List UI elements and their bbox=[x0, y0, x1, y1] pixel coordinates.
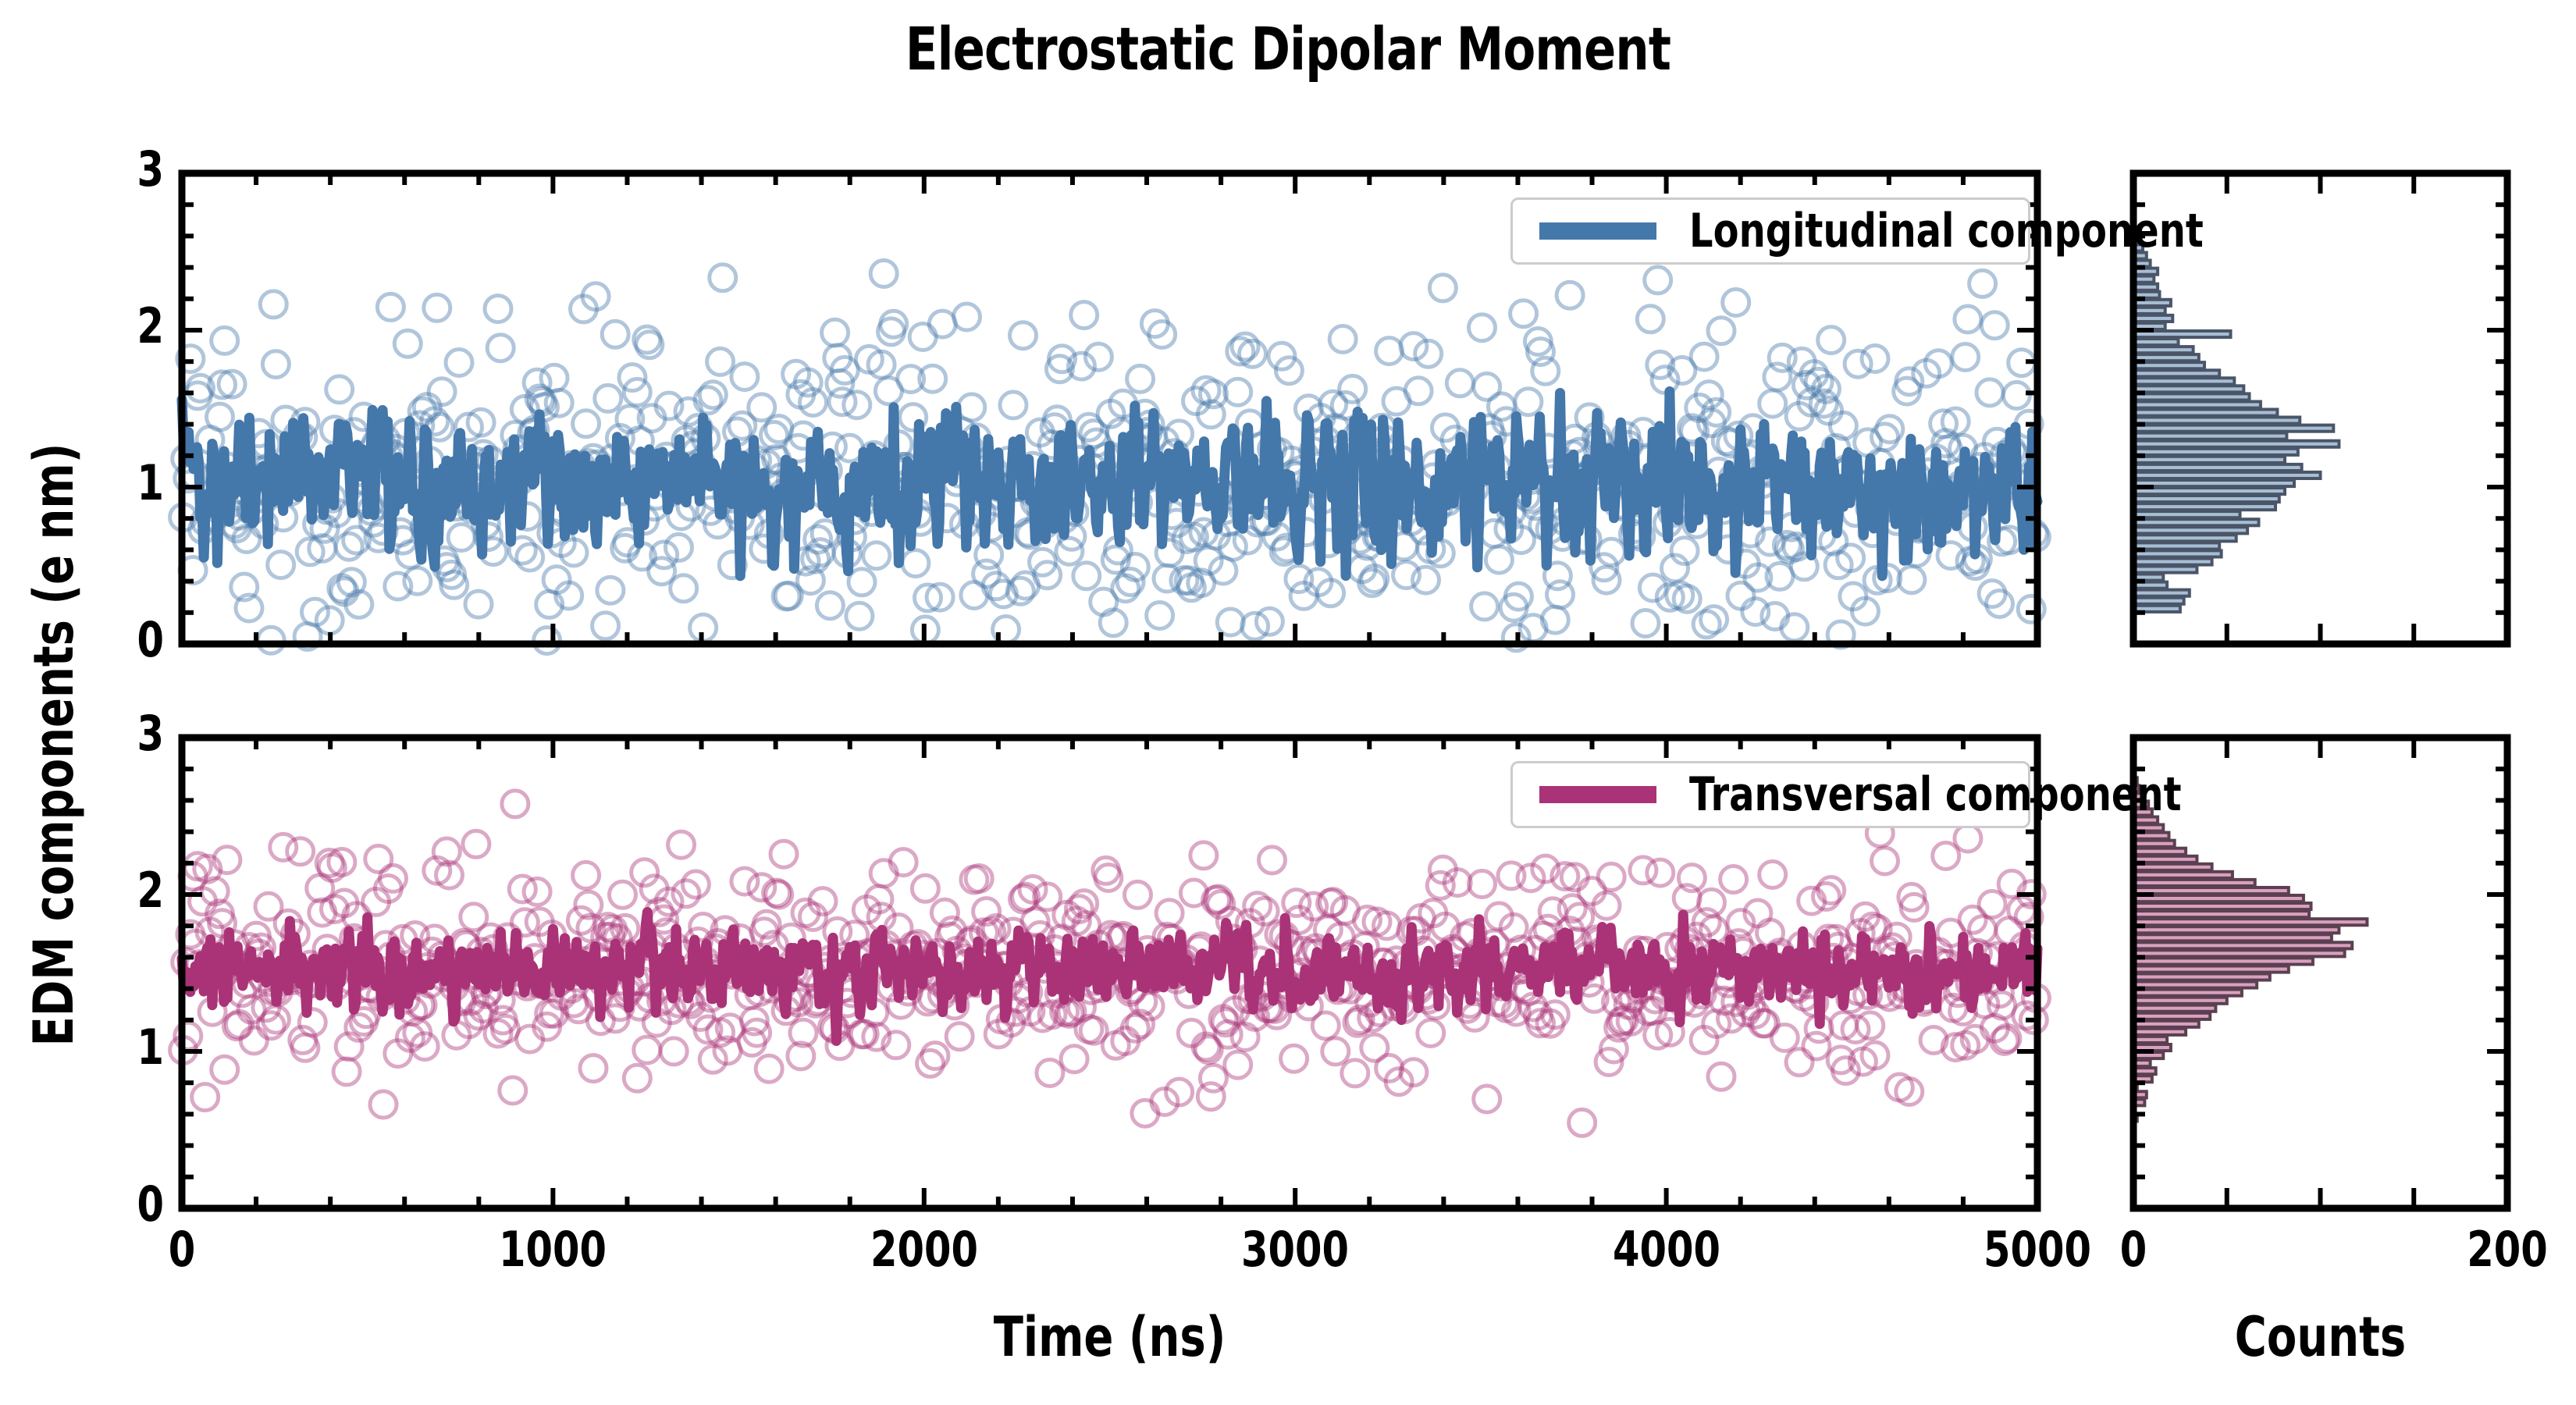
x-axis-label: Time (ns) bbox=[993, 1305, 1226, 1369]
xtick-label: 5000 bbox=[1983, 1221, 2092, 1278]
legend-swatch-longitudinal bbox=[1539, 222, 1656, 240]
xtick-label: 2000 bbox=[870, 1221, 978, 1278]
legend-longitudinal: Longitudinal component bbox=[1510, 197, 2204, 265]
ytick-label: 3 bbox=[137, 140, 164, 197]
ytick-label: 1 bbox=[137, 454, 164, 511]
legend-transversal: Transversal component bbox=[1510, 761, 2182, 828]
ytick-label: 2 bbox=[137, 862, 164, 919]
hist-xtick-label: 200 bbox=[2467, 1221, 2548, 1278]
ytick-label: 2 bbox=[137, 297, 164, 354]
ytick-label: 1 bbox=[137, 1019, 164, 1076]
legend-swatch-transversal bbox=[1539, 786, 1656, 803]
ytick-label: 0 bbox=[137, 611, 164, 668]
main-axes-1 bbox=[178, 734, 2041, 1212]
ytick-label: 3 bbox=[137, 705, 164, 762]
trace-transversal bbox=[176, 907, 2043, 1046]
trace-longitudinal bbox=[176, 386, 2043, 582]
hist-x-axis-label: Counts bbox=[2234, 1305, 2407, 1369]
legend-label-transversal: Transversal component bbox=[1689, 767, 2182, 822]
figure-title: Electrostatic Dipolar Moment bbox=[905, 14, 1671, 84]
xtick-label: 4000 bbox=[1612, 1221, 1720, 1278]
legend-label-longitudinal: Longitudinal component bbox=[1689, 204, 2204, 258]
histogram-transversal bbox=[2132, 768, 2369, 1123]
histogram-longitudinal bbox=[2132, 219, 2341, 614]
xtick-label: 0 bbox=[168, 1221, 196, 1278]
xtick-label: 1000 bbox=[499, 1221, 607, 1278]
hist-xtick-label: 0 bbox=[2119, 1221, 2147, 1278]
ytick-label: 0 bbox=[137, 1176, 164, 1232]
xtick-label: 3000 bbox=[1241, 1221, 1350, 1278]
main-axes-0 bbox=[178, 169, 2041, 648]
